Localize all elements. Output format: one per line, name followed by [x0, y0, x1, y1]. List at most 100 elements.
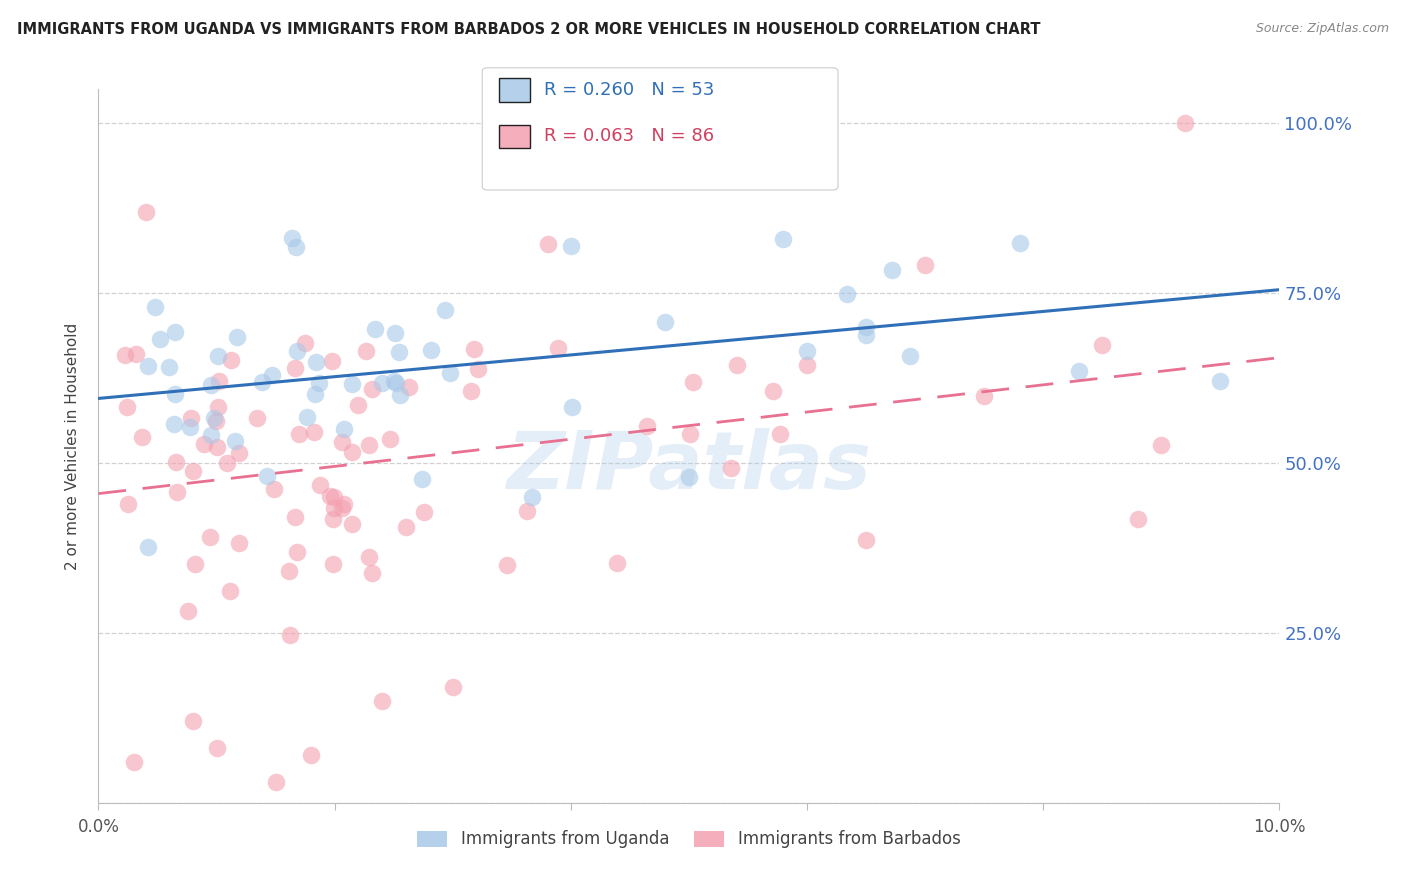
Point — [281, 231, 304, 245]
Point — [346, 398, 368, 412]
Point — [284, 240, 307, 254]
Point — [496, 558, 519, 573]
Point — [682, 376, 704, 390]
Point — [278, 564, 301, 578]
Point — [354, 344, 377, 359]
Point — [359, 549, 381, 564]
Point — [295, 409, 318, 424]
Text: R = 0.260   N = 53: R = 0.260 N = 53 — [544, 81, 714, 99]
Point — [200, 377, 222, 392]
Point — [855, 320, 877, 334]
Point — [364, 322, 387, 336]
Point — [215, 456, 238, 470]
Point — [221, 353, 243, 368]
Point — [256, 468, 278, 483]
Point — [207, 440, 229, 454]
Point — [382, 374, 405, 388]
Point — [516, 504, 538, 518]
Point — [1008, 236, 1031, 251]
Point — [262, 368, 284, 382]
Point — [322, 557, 344, 571]
Point — [226, 330, 249, 344]
Text: ZIPatlas: ZIPatlas — [506, 428, 872, 507]
Point — [321, 354, 343, 368]
Point — [264, 775, 287, 789]
Point — [419, 343, 441, 358]
Point — [439, 367, 461, 381]
Point — [606, 556, 628, 570]
Point — [411, 472, 433, 486]
Point — [179, 420, 201, 434]
Point — [333, 497, 356, 511]
Point — [340, 445, 363, 459]
Point — [636, 418, 658, 433]
Point — [1209, 375, 1232, 389]
Point — [388, 388, 411, 402]
Point — [330, 435, 353, 450]
Point — [384, 326, 406, 340]
Point — [371, 376, 394, 390]
Point — [308, 376, 330, 390]
Point — [166, 484, 188, 499]
Point — [228, 536, 250, 550]
Point — [163, 417, 186, 431]
Point — [855, 533, 877, 548]
Point — [176, 604, 198, 618]
Point — [547, 342, 569, 356]
Point — [914, 258, 936, 272]
Point — [304, 425, 326, 440]
Point — [1091, 338, 1114, 352]
Point — [360, 566, 382, 580]
Point — [880, 262, 903, 277]
Point — [122, 755, 145, 769]
Point — [855, 328, 877, 343]
Point — [679, 427, 702, 442]
Point — [117, 497, 139, 511]
Point — [378, 432, 401, 446]
Point — [772, 232, 794, 246]
Point — [159, 359, 181, 374]
Point — [467, 362, 489, 376]
Point — [117, 401, 139, 415]
Point — [246, 411, 269, 425]
Point — [412, 505, 434, 519]
Point — [136, 540, 159, 554]
Point — [284, 360, 307, 375]
Point — [441, 680, 464, 694]
Point — [1126, 511, 1149, 525]
Point — [224, 434, 246, 448]
Point — [725, 358, 748, 372]
Point — [308, 478, 330, 492]
Point — [163, 387, 186, 401]
Point — [263, 482, 285, 496]
Point — [537, 236, 560, 251]
Text: Source: ZipAtlas.com: Source: ZipAtlas.com — [1256, 22, 1389, 36]
Text: R = 0.063   N = 86: R = 0.063 N = 86 — [544, 128, 714, 145]
Point — [1067, 364, 1090, 378]
Point — [322, 500, 344, 515]
Point — [304, 387, 326, 401]
Point — [342, 516, 364, 531]
Point — [322, 512, 344, 526]
Point — [654, 315, 676, 329]
Point — [287, 343, 309, 358]
Point — [361, 382, 384, 396]
Point — [181, 464, 204, 478]
Point — [463, 343, 485, 357]
Point — [305, 354, 328, 368]
Legend: Immigrants from Uganda, Immigrants from Barbados: Immigrants from Uganda, Immigrants from … — [411, 824, 967, 855]
Point — [299, 748, 322, 763]
Point — [228, 446, 250, 460]
Point — [395, 520, 418, 534]
Point — [294, 336, 316, 351]
Point — [796, 344, 818, 359]
Point — [319, 489, 342, 503]
Point — [1174, 116, 1197, 130]
Point — [131, 430, 153, 444]
Point — [357, 437, 380, 451]
Point — [135, 204, 157, 219]
Point — [180, 411, 202, 425]
Point — [181, 714, 204, 729]
Point — [560, 238, 582, 252]
Point — [114, 348, 136, 362]
